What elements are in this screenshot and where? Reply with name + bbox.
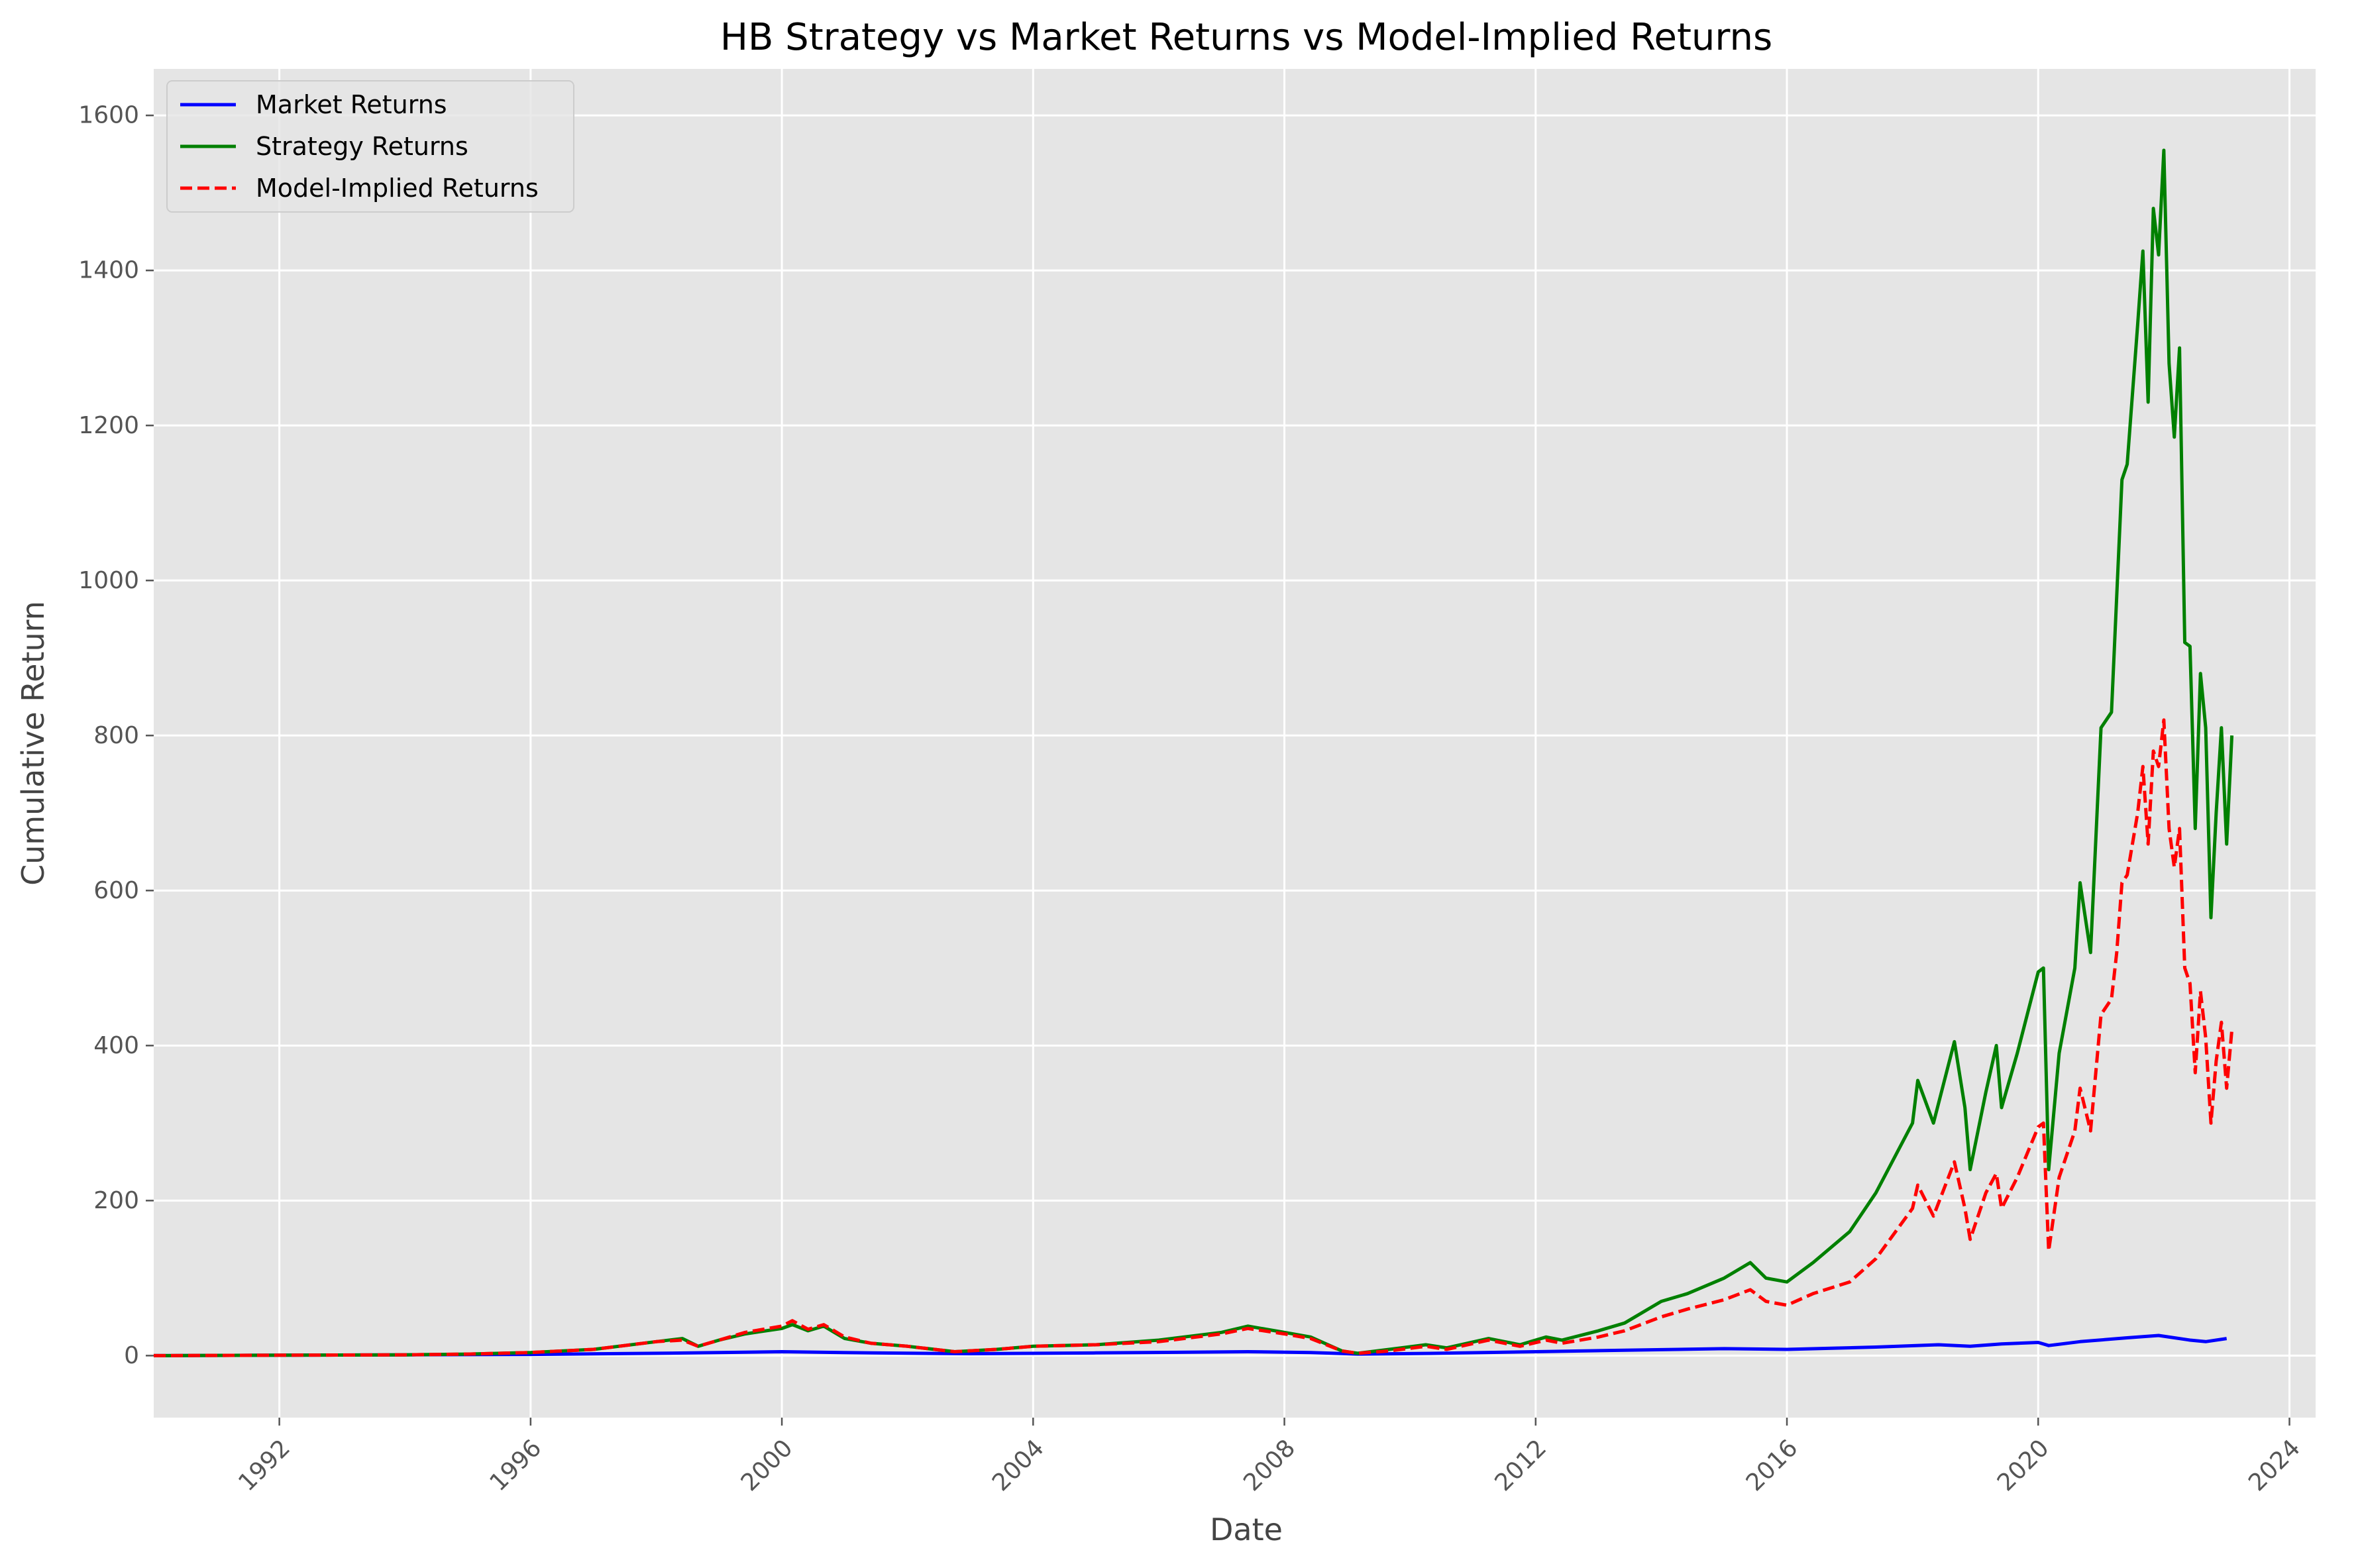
- legend-label: Model-Implied Returns: [256, 174, 539, 203]
- y-tick-label: 800: [93, 722, 139, 749]
- legend-label: Strategy Returns: [256, 132, 468, 161]
- y-axis-label: Cumulative Return: [15, 601, 51, 886]
- y-tick-label: 600: [93, 877, 139, 904]
- legend-label: Market Returns: [256, 90, 447, 119]
- x-tick-label: 2004: [987, 1434, 1049, 1496]
- grid-lines: [154, 69, 2316, 1418]
- y-tick-label: 1200: [78, 412, 139, 439]
- series-layer: [153, 148, 2234, 1357]
- x-tick-label: 2020: [1992, 1434, 2055, 1496]
- x-tick-label: 2000: [736, 1434, 798, 1496]
- x-tick-label: 2008: [1238, 1434, 1301, 1496]
- x-axis-label: Date: [1210, 1512, 1283, 1547]
- plot-area: [154, 69, 2316, 1418]
- y-tick-label: 400: [93, 1032, 139, 1059]
- model-implied-returns-line: [153, 718, 2234, 1357]
- x-tick-label: 1996: [485, 1434, 547, 1496]
- x-tick-label: 2016: [1741, 1434, 1803, 1496]
- legend: Market Returns Strategy Returns Model-Impl…: [166, 80, 574, 213]
- x-tick-label: 2012: [1489, 1434, 1552, 1496]
- y-tick-label: 200: [93, 1187, 139, 1214]
- legend-box: [166, 80, 574, 213]
- x-tick-label: 2024: [2243, 1434, 2306, 1496]
- y-tick-label: 1400: [78, 257, 139, 284]
- market-returns-line: [153, 1333, 2228, 1357]
- chart-title: HB Strategy vs Market Returns vs Model-I…: [720, 16, 1772, 59]
- x-tick-label: 1992: [233, 1434, 295, 1496]
- y-tick-label: 0: [124, 1342, 139, 1369]
- y-tick-label: 1600: [78, 102, 139, 129]
- y-tick-label: 1000: [78, 567, 139, 594]
